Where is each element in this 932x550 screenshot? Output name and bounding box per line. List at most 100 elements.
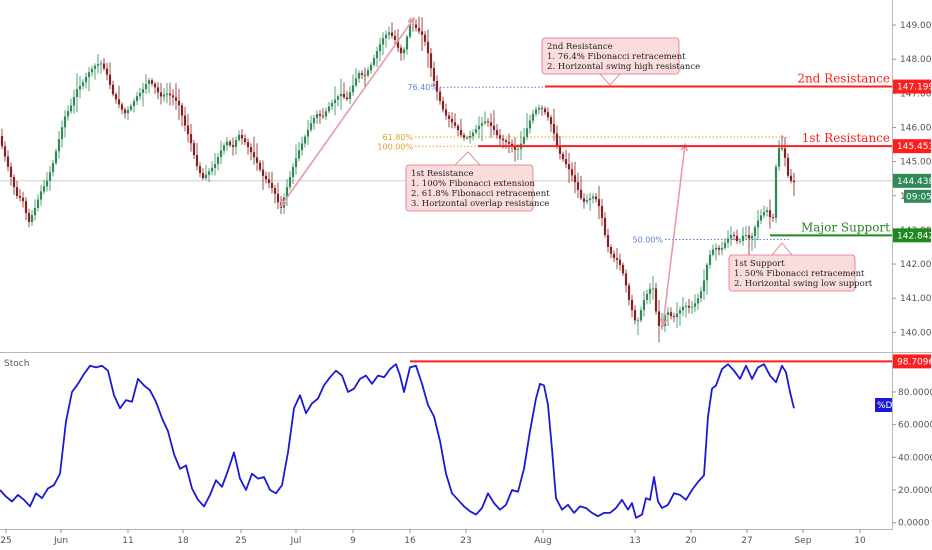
candle-body [669, 312, 673, 317]
candle-body [222, 145, 226, 151]
candle-body [195, 155, 199, 167]
candle-body [753, 227, 757, 236]
candle-body [483, 121, 487, 124]
candle-body [723, 242, 727, 248]
time-tick-label: Aug [534, 536, 552, 546]
candle-body [537, 107, 541, 110]
first-resistance-tag [893, 139, 931, 154]
note-first-resistance-line: 2. 61.8% Fibonacci retracement [411, 189, 550, 199]
candle-body [645, 293, 649, 300]
candle-body [306, 129, 310, 137]
candle-body [480, 123, 484, 126]
fib-618-line-label: 61.80% [382, 133, 413, 142]
candle-body [639, 310, 643, 321]
price-tick-label: 147.000 [900, 89, 932, 99]
time-tick-label: Jul [290, 536, 302, 546]
candle-body [675, 313, 679, 317]
time-tick-label: 18 [177, 536, 189, 546]
candle-body [768, 210, 772, 218]
arrow-wave-a-head [407, 16, 416, 26]
candle-body [570, 169, 574, 176]
candle-body [273, 188, 277, 194]
candle-body [48, 172, 52, 181]
candle-body [168, 93, 172, 96]
candle-body [63, 116, 67, 128]
candle-body [372, 58, 376, 65]
candle-body [231, 145, 235, 147]
note-first-support-box [728, 254, 856, 292]
note-second-resistance-line: 1. 76.4% Fibonacci retracement [547, 52, 686, 62]
stoch-max-tag [893, 354, 931, 369]
candle-body [18, 196, 22, 198]
candle-body [615, 258, 619, 260]
candle-body [741, 235, 745, 242]
candle-body [450, 118, 454, 123]
candle-body [99, 63, 103, 65]
price-tick-label: 140.000 [900, 328, 932, 338]
candle-body [378, 44, 382, 52]
candle-body [213, 163, 217, 168]
candle-body [588, 198, 592, 201]
candle-body [390, 32, 394, 36]
first-resistance-label: 1st Resistance [802, 131, 890, 145]
candle-body [72, 97, 76, 106]
candle-body [381, 38, 385, 45]
candle-body [789, 175, 793, 181]
candle-body [81, 82, 85, 86]
candle-body [549, 117, 553, 125]
candle-body [360, 73, 364, 75]
candle-body [402, 49, 406, 54]
candle-body [636, 320, 640, 322]
candle-body [57, 139, 61, 152]
candle-body [432, 68, 436, 81]
candle-body [447, 115, 451, 119]
note-second-resistance-pointer [599, 73, 621, 86]
candle-body [489, 122, 493, 126]
candle-body [663, 314, 667, 326]
candle-body [543, 108, 547, 113]
candle-body [153, 83, 157, 88]
candle-body [531, 113, 535, 121]
price-tick-label: 146.000 [900, 123, 932, 133]
candle-body [495, 130, 499, 136]
candle-body [96, 64, 100, 66]
candle-body [393, 35, 397, 41]
candle-body [249, 147, 253, 153]
candle-body [6, 156, 10, 167]
second-resistance-tag [893, 79, 931, 94]
candle-body [525, 128, 529, 137]
candle-body [129, 106, 133, 110]
candle-body [300, 143, 304, 151]
candle-body [204, 174, 208, 179]
candle-body [504, 140, 508, 143]
stoch-legend-tag-text: %D [877, 401, 893, 411]
candle-body [690, 306, 694, 308]
candle-body [357, 73, 361, 79]
candle-body [660, 325, 664, 327]
candle-body [12, 177, 16, 188]
candle-body [702, 280, 706, 292]
candle-body [276, 193, 280, 203]
candle-body [567, 164, 571, 170]
candle-body [594, 196, 598, 200]
candle-body [24, 201, 28, 214]
candle-body [126, 109, 130, 114]
candle-body [228, 141, 232, 146]
note-second-resistance-line: 2nd Resistance [547, 42, 613, 52]
candle-body [678, 310, 682, 314]
stoch-tick-label: 20.0000 [898, 486, 932, 496]
second-resistance-tag-text: 147.199 [897, 83, 932, 93]
fib-764-line-label: 76.40% [407, 83, 438, 92]
note-first-resistance-line: 1. 100% Fibonacci extension [411, 179, 535, 189]
price-tick-label: 148.000 [900, 55, 932, 65]
candle-body [576, 182, 580, 190]
candle-body [756, 220, 760, 228]
candle-body [132, 101, 136, 107]
candle-body [36, 199, 40, 209]
candle-body [765, 210, 769, 212]
candle-body [144, 83, 148, 90]
candle-body [558, 145, 562, 154]
candle-body [477, 125, 481, 130]
candle-body [225, 141, 229, 146]
candle-body [285, 187, 289, 198]
